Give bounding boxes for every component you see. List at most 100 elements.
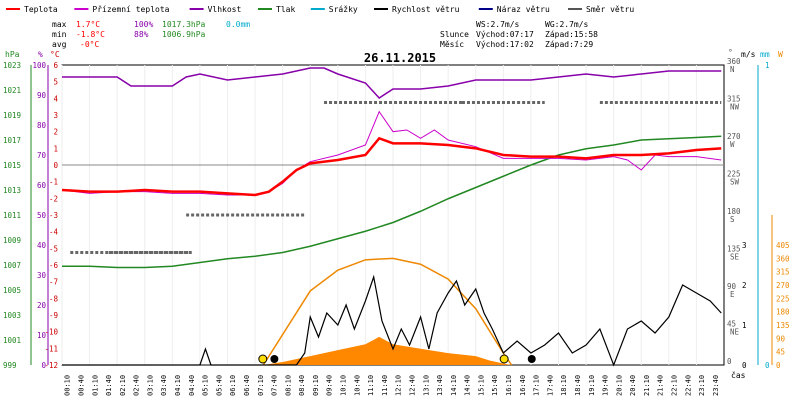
axis-tick-time: 16:10 — [505, 375, 513, 396]
axis-tick-wm2: 225 — [776, 294, 790, 303]
legend: Teplota Přízemní teplota Vlhkost Tlak Srážky… — [6, 5, 634, 14]
axis-tick-time: 22:10 — [671, 375, 679, 396]
axis-tick-ms: 0 — [742, 361, 747, 370]
axis-tick-time: 19:40 — [602, 375, 610, 396]
axis-tick-dir: 90 — [727, 282, 737, 291]
humidity-line — [62, 67, 722, 99]
temperature-line — [61, 136, 722, 197]
stat-wg: WG:2.7m/s — [545, 20, 589, 29]
wind-speed-line — [62, 274, 722, 367]
stat-avg-label: avg — [52, 40, 67, 49]
axis-tick-temp: -3 — [49, 211, 58, 220]
axis-tick-time: 10:10 — [340, 375, 348, 396]
axis-tick-temp: -11 — [44, 344, 58, 353]
axis-tick-pct: 10 — [37, 331, 47, 340]
axis-tick-temp: -2 — [49, 194, 58, 203]
axis-tick-temp: 4 — [53, 94, 58, 103]
axis-tick-pct: 30 — [37, 271, 47, 280]
stat-min-hum: 88% — [134, 30, 149, 39]
axis-tick-wm2: 315 — [776, 268, 790, 277]
axis-tick-hpa: 1001 — [3, 336, 21, 345]
axis-tick-time: 08:10 — [284, 375, 292, 396]
axis-tick-time: 03:40 — [160, 375, 168, 396]
axis-tick-time: 09:40 — [326, 375, 334, 396]
axis-tick-temp: 1 — [53, 144, 58, 153]
axis-tick-hpa: 1011 — [3, 211, 21, 220]
axis-tick-temp: -12 — [44, 361, 58, 370]
axis-title-temp: °C — [50, 50, 60, 59]
legend-label-6: Náraz větru — [497, 5, 550, 14]
axis-tick-time: 07:10 — [257, 375, 265, 396]
axis-tick-dir-compass: NE — [730, 328, 740, 337]
axis-tick-time: 19:10 — [588, 375, 596, 396]
axis-tick-time: 12:10 — [395, 375, 403, 396]
axis-tick-time: 09:10 — [312, 375, 320, 396]
axis-tick-hpa: 1019 — [3, 111, 21, 120]
axis-tick-mm: 1 — [765, 61, 770, 70]
axis-tick-time: 15:10 — [477, 375, 485, 396]
legend-label-5: Rychlost větru — [392, 5, 460, 14]
axis-tick-time: 10:40 — [353, 375, 361, 396]
axis-tick-hpa: 1021 — [3, 86, 21, 95]
axis-tick-ms: 2 — [742, 281, 747, 290]
axis-tick-time: 21:10 — [643, 375, 651, 396]
stat-moon-set: Západ:7:29 — [545, 40, 593, 49]
stat-ws: WS:2.7m/s — [476, 20, 520, 29]
axis-tick-time: 02:10 — [119, 375, 127, 396]
stat-sun-set: Západ:15:58 — [545, 30, 598, 39]
axis-tick-pct: 20 — [37, 301, 47, 310]
axis-tick-wm2: 405 — [776, 241, 790, 250]
left-axes: 9991001100310051007100910111013101510171… — [3, 50, 60, 370]
axis-tick-dir: 0 — [727, 357, 732, 366]
axis-tick-temp: 0 — [53, 161, 58, 170]
axis-title-wm2: W — [778, 50, 783, 59]
legend-label-7: Směr větru — [586, 5, 634, 14]
axis-tick-mm: 0 — [765, 361, 770, 370]
pressure-line — [62, 135, 722, 269]
axis-tick-temp: 6 — [53, 61, 58, 70]
axis-tick-temp: -5 — [49, 244, 58, 253]
axis-tick-hpa: 1005 — [3, 286, 21, 295]
axis-tick-time: 21:40 — [657, 375, 665, 396]
plot-area — [61, 64, 725, 367]
axis-tick-time: 00:40 — [77, 375, 85, 396]
axis-tick-temp: 2 — [53, 128, 58, 137]
axis-tick-temp: -7 — [49, 278, 58, 287]
axis-tick-pct: 100 — [32, 61, 46, 70]
axis-tick-hpa: 1007 — [3, 261, 21, 270]
axis-tick-pct: 60 — [37, 181, 47, 190]
axis-tick-dir-compass: SW — [730, 178, 740, 187]
axis-tick-dir: 360 — [727, 57, 741, 66]
axis-tick-time: 18:40 — [574, 375, 582, 396]
axis-tick-time: 20:40 — [629, 375, 637, 396]
radiation-area — [263, 336, 512, 365]
stat-min-temp: -1.8°C — [76, 30, 105, 39]
axis-tick-time: 14:40 — [464, 375, 472, 396]
axis-tick-hpa: 1017 — [3, 136, 21, 145]
axis-tick-time: 06:40 — [243, 375, 251, 396]
axis-tick-ms: 3 — [742, 241, 747, 250]
axis-tick-hpa: 1015 — [3, 161, 21, 170]
sun-marker — [258, 354, 268, 364]
axis-tick-time: 18:10 — [560, 375, 568, 396]
axis-tick-wm2: 180 — [776, 308, 790, 317]
axis-tick-time: 23:40 — [712, 375, 720, 396]
axis-tick-time: 13:10 — [422, 375, 430, 396]
radiation-theoretical-curve — [262, 257, 513, 366]
axis-tick-ms: 1 — [742, 321, 747, 330]
axis-tick-time: 13:40 — [436, 375, 444, 396]
axis-tick-time: 12:40 — [408, 375, 416, 396]
axis-tick-temp: -4 — [49, 228, 59, 237]
axis-tick-hpa: 1003 — [3, 311, 21, 320]
axis-tick-dir-compass: S — [730, 215, 735, 224]
axis-tick-dir-compass: W — [730, 140, 735, 149]
axis-tick-temp: -10 — [44, 328, 58, 337]
axis-tick-temp: 3 — [53, 111, 58, 120]
axis-tick-dir: 270 — [727, 132, 741, 141]
axis-tick-dir-compass: NW — [730, 103, 740, 112]
axis-tick-time: 02:40 — [133, 375, 141, 396]
axis-tick-time: 05:10 — [202, 375, 210, 396]
axis-tick-dir-compass: N — [730, 65, 735, 74]
axis-tick-wm2: 0 — [776, 361, 781, 370]
